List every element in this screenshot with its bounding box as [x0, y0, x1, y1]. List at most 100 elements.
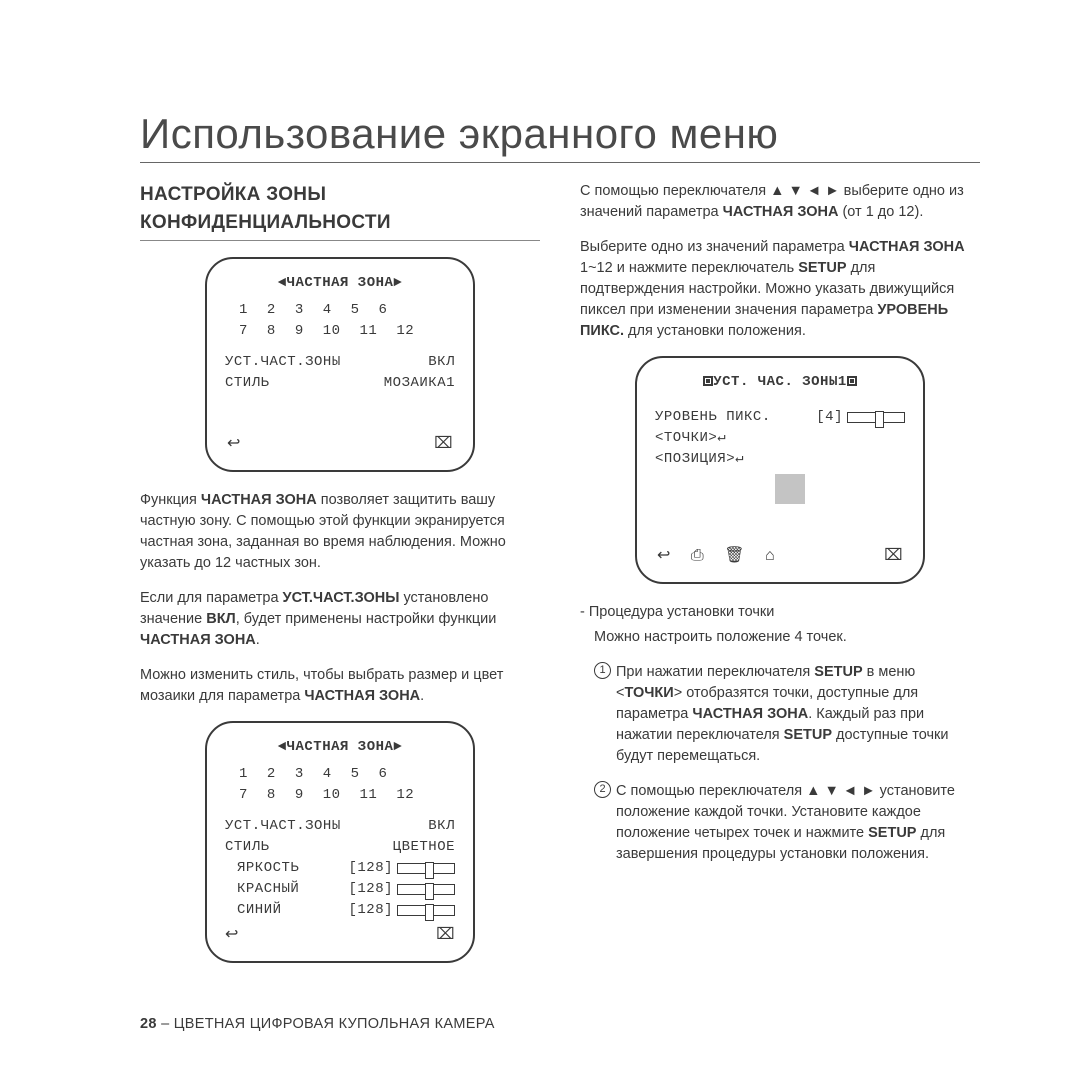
step-2-text: С помощью переключателя ▲ ▼ ◄ ► установи… [616, 781, 980, 865]
text: Выберите одно из значений параметра [580, 239, 849, 255]
text: Если для параметра [140, 590, 283, 606]
slider-bar-icon [397, 863, 455, 874]
back-icon: ↩ [657, 544, 671, 568]
grid-cell: 8 [267, 321, 276, 342]
osd1-set-label: УСТ.ЧАСТ.ЗОНЫ [225, 352, 341, 373]
osd1-style-value: МОЗАИКА1 [384, 373, 455, 394]
stop-right-icon [847, 376, 857, 386]
osd1-title: ◄ЧАСТНАЯ ЗОНА► [225, 273, 455, 294]
close-icon: ⌧ [884, 544, 903, 568]
osd2-set-row: УСТ.ЧАСТ.ЗОНЫ ВКЛ [225, 816, 455, 837]
slider-bar-icon [847, 412, 905, 423]
osd2-style-row: СТИЛЬ ЦВЕТНОЕ [225, 837, 455, 858]
grid-cell: 4 [323, 300, 332, 321]
step-1: 1 При нажатии переключателя SETUP в меню… [580, 662, 980, 767]
level-value: [4] [816, 407, 843, 428]
page-title: Использование экранного меню [140, 110, 980, 163]
bold-text: SETUP [814, 664, 862, 680]
osd2-red-row: КРАСНЫЙ [128] [225, 879, 455, 900]
bold-text: УСТ.ЧАСТ.ЗОНЫ [283, 590, 400, 606]
red-label: КРАСНЫЙ [225, 879, 344, 900]
blue-label: СИНИЙ [225, 900, 344, 921]
osd3-level-row: УРОВЕНЬ ПИКС. [4] [655, 407, 905, 428]
bold-text: ВКЛ [206, 611, 236, 627]
grid-cell: 5 [351, 764, 360, 785]
bold-text: ЧАСТНАЯ ЗОНА [201, 492, 317, 508]
osd1-style-label: СТИЛЬ [225, 373, 270, 394]
step-number-icon: 1 [594, 662, 611, 679]
grid-cell: 10 [323, 785, 341, 806]
close-icon: ⌧ [436, 923, 455, 947]
page-footer: 28 – ЦВЕТНАЯ ЦИФРОВАЯ КУПОЛЬНАЯ КАМЕРА [140, 1016, 495, 1032]
osd3-footer: ↩ ⎙ 🗑 ⌂ ⌧ [655, 544, 905, 568]
close-icon: ⌧ [434, 432, 453, 456]
text: (от 1 до 12). [838, 204, 923, 220]
home-icon: ⌂ [765, 544, 775, 568]
grid-cell: 3 [295, 764, 304, 785]
grid-cell: 9 [295, 785, 304, 806]
osd2-set-label: УСТ.ЧАСТ.ЗОНЫ [225, 816, 341, 837]
right-para-1: С помощью переключателя ▲ ▼ ◄ ► выберите… [580, 181, 980, 223]
osd1-grid-row2: 7 8 9 10 11 12 [239, 321, 455, 342]
level-label: УРОВЕНЬ ПИКС. [655, 407, 812, 428]
bold-text: SETUP [798, 260, 846, 276]
grid-cell: 2 [267, 764, 276, 785]
osd1-grid-row1: 1 2 3 4 5 6 [239, 300, 455, 321]
text: При нажатии переключателя [616, 664, 814, 680]
stop-left-icon [703, 376, 713, 386]
step-2: 2 С помощью переключателя ▲ ▼ ◄ ► устано… [580, 781, 980, 865]
section-heading: НАСТРОЙКА ЗОНЫ КОНФИДЕНЦИАЛЬНОСТИ [140, 181, 540, 241]
grid-cell: 1 [239, 764, 248, 785]
osd2-title: ◄ЧАСТНАЯ ЗОНА► [225, 737, 455, 758]
step-1-text: При нажатии переключателя SETUP в меню <… [616, 662, 980, 767]
grid-cell: 7 [239, 785, 248, 806]
osd-box-1: ◄ЧАСТНАЯ ЗОНА► 1 2 3 4 5 6 7 8 9 10 11 1… [205, 257, 475, 472]
osd1-set-value: ВКЛ [428, 352, 455, 373]
grid-cell: 8 [267, 785, 276, 806]
proc-sub: Можно настроить положение 4 точек. [580, 627, 980, 648]
osd2-style-value: ЦВЕТНОЕ [393, 837, 455, 858]
osd-box-3: УСТ. ЧАС. ЗОНЫ1 УРОВЕНЬ ПИКС. [4] <ТОЧКИ… [635, 356, 925, 584]
right-para-2: Выберите одно из значений параметра ЧАСТ… [580, 237, 980, 342]
grid-cell: 6 [379, 764, 388, 785]
osd2-bright-row: ЯРКОСТЬ [128] [225, 858, 455, 879]
text: . [420, 688, 424, 704]
footer-text: – ЦВЕТНАЯ ЦИФРОВАЯ КУПОЛЬНАЯ КАМЕРА [157, 1016, 495, 1032]
content-columns: НАСТРОЙКА ЗОНЫ КОНФИДЕНЦИАЛЬНОСТИ ◄ЧАСТН… [140, 181, 980, 967]
text: для установки положения. [624, 323, 806, 339]
left-para-3: Можно изменить стиль, чтобы выбрать разм… [140, 665, 540, 707]
bold-text: ЧАСТНАЯ ЗОНА [304, 688, 420, 704]
grid-cell: 11 [360, 321, 378, 342]
osd2-style-label: СТИЛЬ [225, 837, 270, 858]
osd1-footer: ↩ ⌧ [225, 432, 455, 456]
osd2-blue-row: СИНИЙ [128] [225, 900, 455, 921]
grid-cell: 9 [295, 321, 304, 342]
bright-label: ЯРКОСТЬ [225, 858, 344, 879]
bold-text: ТОЧКИ [624, 685, 673, 701]
grid-cell: 4 [323, 764, 332, 785]
slider-bar-icon [397, 905, 455, 916]
grid-cell: 2 [267, 300, 276, 321]
osd2-grid-row2: 7 8 9 10 11 12 [239, 785, 455, 806]
grid-cell: 12 [396, 321, 414, 342]
bold-text: SETUP [868, 825, 916, 841]
trash-icon: 🗑 [724, 544, 745, 568]
page-number: 28 [140, 1016, 157, 1032]
osd2-grid-row1: 1 2 3 4 5 6 [239, 764, 455, 785]
right-column: С помощью переключателя ▲ ▼ ◄ ► выберите… [580, 181, 980, 967]
osd-box-2: ◄ЧАСТНАЯ ЗОНА► 1 2 3 4 5 6 7 8 9 10 11 1… [205, 721, 475, 963]
osd3-points: <ТОЧКИ>↵ [655, 428, 905, 449]
bold-text: ЧАСТНАЯ ЗОНА [723, 204, 839, 220]
back-icon: ↩ [225, 923, 239, 947]
osd3-title-text: УСТ. ЧАС. ЗОНЫ1 [713, 374, 847, 390]
text: Функция [140, 492, 201, 508]
text: 1~12 и нажмите переключатель [580, 260, 798, 276]
osd2-footer: ↩ ⌧ [225, 923, 455, 947]
bright-value: [128] [348, 858, 393, 879]
left-para-2: Если для параметра УСТ.ЧАСТ.ЗОНЫ установ… [140, 588, 540, 651]
bold-text: ЧАСТНАЯ ЗОНА [692, 706, 808, 722]
preview-square-icon [775, 474, 805, 504]
bold-text: ЧАСТНАЯ ЗОНА [849, 239, 965, 255]
grid-cell: 5 [351, 300, 360, 321]
blue-value: [128] [348, 900, 393, 921]
